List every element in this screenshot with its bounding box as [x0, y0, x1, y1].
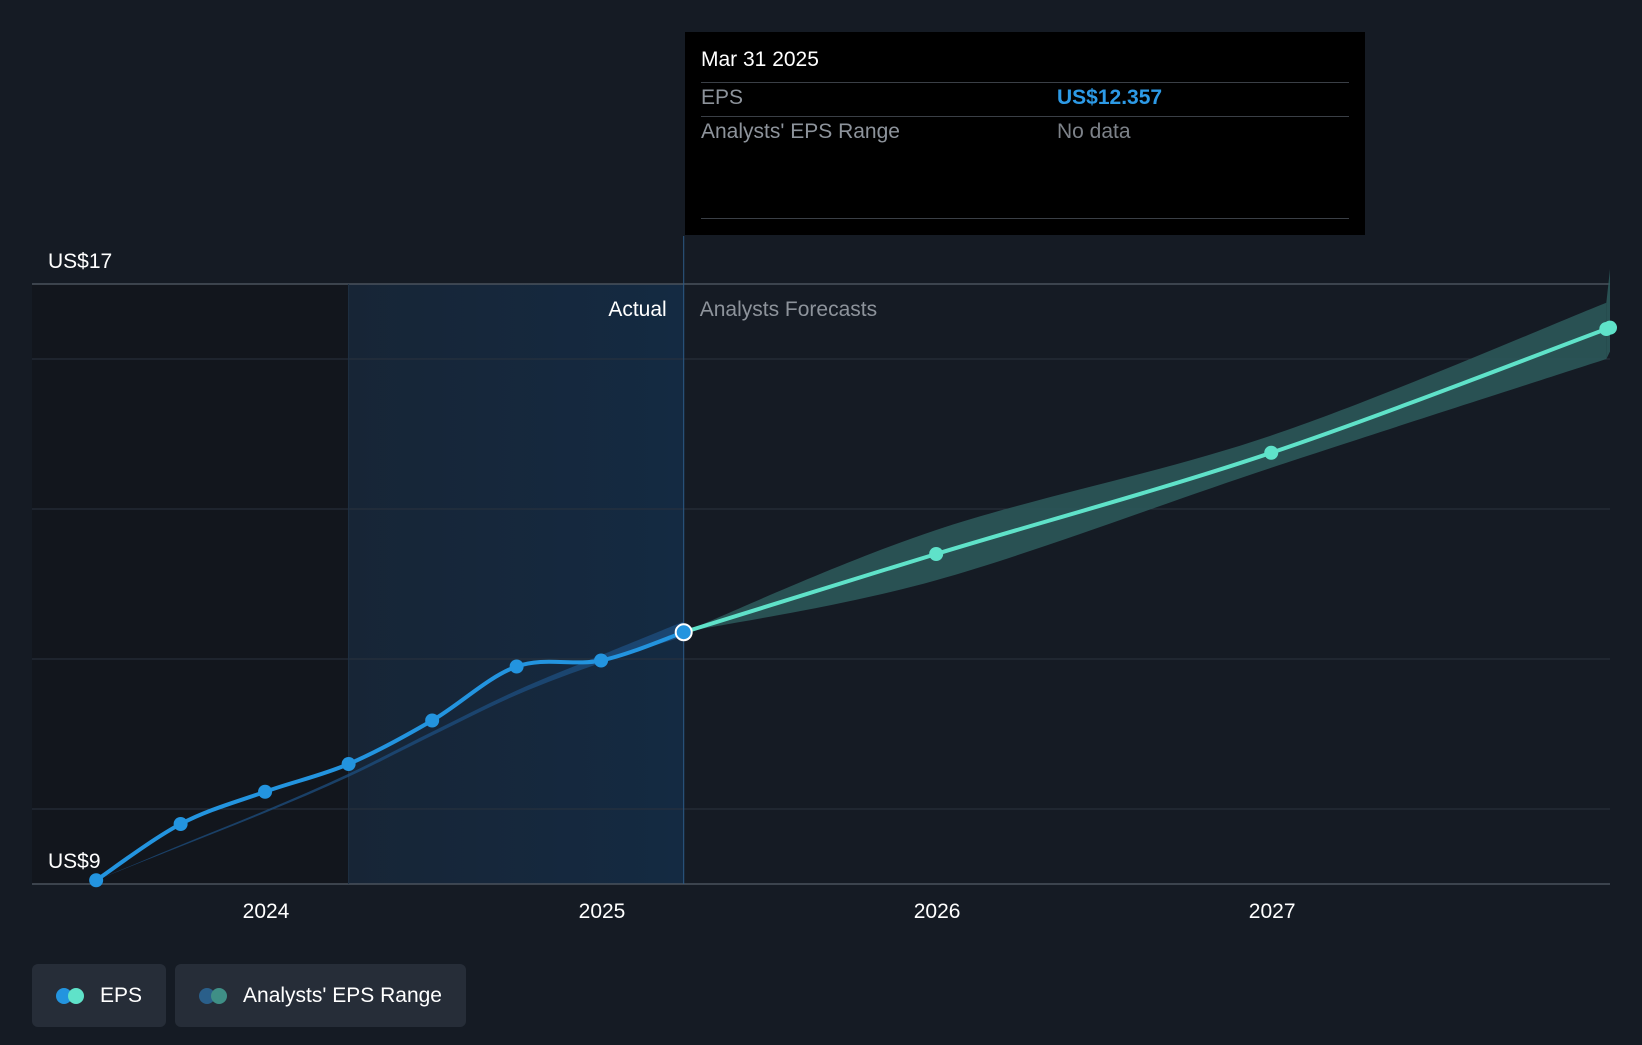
- tooltip-range-label: Analysts' EPS Range: [701, 120, 900, 143]
- eps-actual-point: [258, 784, 273, 799]
- eps-actual-point: [425, 713, 440, 728]
- tooltip: Mar 31 2025 EPS US$12.357 Analysts' EPS …: [685, 32, 1365, 235]
- tooltip-eps-value: US$12.357: [1057, 86, 1163, 109]
- eps-forecast-line: [681, 327, 1609, 635]
- legend: EPS Analysts' EPS Range: [32, 964, 466, 1027]
- axis-labels: US$17 US$9 Actual Analysts Forecasts: [48, 250, 877, 873]
- eps-actual-point: [509, 659, 524, 674]
- y-axis-top-label: US$17: [48, 250, 112, 273]
- x-axis-ticks: 2024 2025 2026 2027: [243, 900, 1296, 923]
- x-tick-label: 2025: [579, 900, 626, 923]
- tooltip-divider: [701, 116, 1349, 117]
- tooltip-row-eps: EPS US$12.357: [701, 86, 1349, 116]
- tooltip-range-value: No data: [1057, 120, 1131, 143]
- eps-forecast-point: [1264, 445, 1279, 460]
- eps-actual-point: [674, 623, 693, 642]
- eps-actual-point: [173, 817, 188, 831]
- tooltip-divider: [701, 218, 1349, 219]
- eps-actual-point: [89, 873, 104, 888]
- eps-forecast-point: [929, 547, 944, 561]
- eps-markers: [89, 320, 1617, 888]
- eps-actual-point: [594, 653, 609, 668]
- legend-eps-label: EPS: [100, 983, 143, 1007]
- forecast-range-band-edge: [1606, 269, 1610, 359]
- legend-item-eps-range[interactable]: Analysts' EPS Range: [175, 964, 466, 1027]
- y-axis-bottom-label: US$9: [48, 850, 101, 873]
- tooltip-eps-label: EPS: [701, 86, 744, 109]
- past-range-band: [96, 621, 684, 881]
- tooltip-divider: [701, 82, 1349, 83]
- eps-actual-point: [341, 757, 356, 771]
- x-tick-label: 2027: [1249, 900, 1296, 923]
- forecast-range-band: [683, 302, 1607, 633]
- tooltip-date: Mar 31 2025: [701, 48, 819, 71]
- eps-forecast-point-edge: [1603, 320, 1617, 335]
- tooltip-row-range: Analysts' EPS Range No data: [701, 120, 1349, 150]
- pre-period-shade: [32, 284, 349, 884]
- x-tick-label: 2024: [243, 900, 290, 923]
- grid-lines: [32, 283, 1610, 885]
- legend-item-eps[interactable]: EPS: [32, 964, 167, 1027]
- range-bands: [96, 269, 1610, 881]
- legend-range-label: Analysts' EPS Range: [243, 983, 442, 1007]
- x-tick-label: 2026: [914, 900, 961, 923]
- forecast-region-label: Analysts Forecasts: [700, 298, 877, 321]
- legend-eps-swatch-icon: [56, 987, 88, 1004]
- actual-period-shade: [348, 284, 684, 884]
- legend-range-swatch-icon: [199, 987, 231, 1004]
- actual-region-label: Actual: [608, 298, 666, 321]
